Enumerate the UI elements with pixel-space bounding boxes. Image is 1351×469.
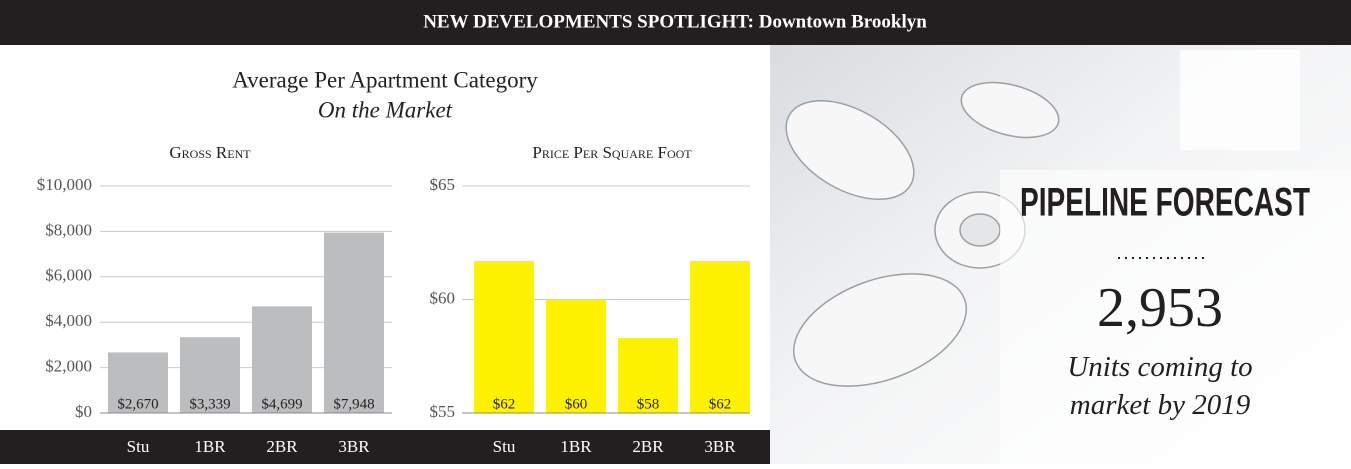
infographic: NEW DEVELOPMENTS SPOTLIGHT: Downtown Bro… [0, 0, 1351, 464]
value-label: $4,699 [261, 396, 302, 412]
x-tick-label: 1BR [560, 437, 592, 456]
value-label: $62 [709, 396, 732, 412]
y-tick-label: $8,000 [45, 220, 92, 239]
chart-title: Price Per Square Foot [532, 143, 692, 162]
y-tick-label: $0 [75, 402, 92, 421]
bar [324, 233, 384, 413]
value-label: $60 [565, 396, 588, 412]
caption-box: Units coming to market by 2019 [1000, 348, 1320, 438]
y-tick-label: $2,000 [45, 357, 92, 376]
header-title: NEW DEVELOPMENTS SPOTLIGHT: Downtown Bro… [423, 11, 927, 32]
value-label: $3,339 [189, 396, 230, 412]
x-tick-label: 3BR [338, 437, 370, 456]
page: NEW DEVELOPMENTS SPOTLIGHT: Downtown Bro… [0, 0, 1351, 464]
pipeline-caption: Units coming to market by 2019 [1000, 348, 1320, 424]
bar [690, 261, 750, 413]
x-tick-label: Stu [127, 437, 150, 456]
value-label: $58 [637, 396, 660, 412]
value-label: $7,948 [333, 396, 374, 412]
section-title: Average Per Apartment Category [232, 67, 538, 92]
bar [474, 261, 534, 413]
x-tick-label: 2BR [266, 437, 298, 456]
pipeline-title: PIPELINE FORECAST [1020, 181, 1310, 225]
y-tick-label: $6,000 [45, 266, 92, 285]
pipeline-number: 2,953 [1097, 277, 1223, 339]
section-subtitle: On the Market [318, 97, 453, 122]
y-tick-label: $10,000 [37, 175, 92, 194]
value-label: $2,670 [117, 396, 158, 412]
x-tick-label: 1BR [194, 437, 226, 456]
y-tick-label: $4,000 [45, 311, 92, 330]
chart-title: Gross Rent [169, 143, 251, 162]
x-tick-label: 2BR [632, 437, 664, 456]
value-label: $62 [493, 396, 516, 412]
y-tick-label: $60 [430, 288, 456, 307]
y-tick-label: $55 [430, 402, 456, 421]
x-tick-label: Stu [493, 437, 516, 456]
y-tick-label: $65 [430, 175, 456, 194]
x-tick-label: 3BR [704, 437, 736, 456]
